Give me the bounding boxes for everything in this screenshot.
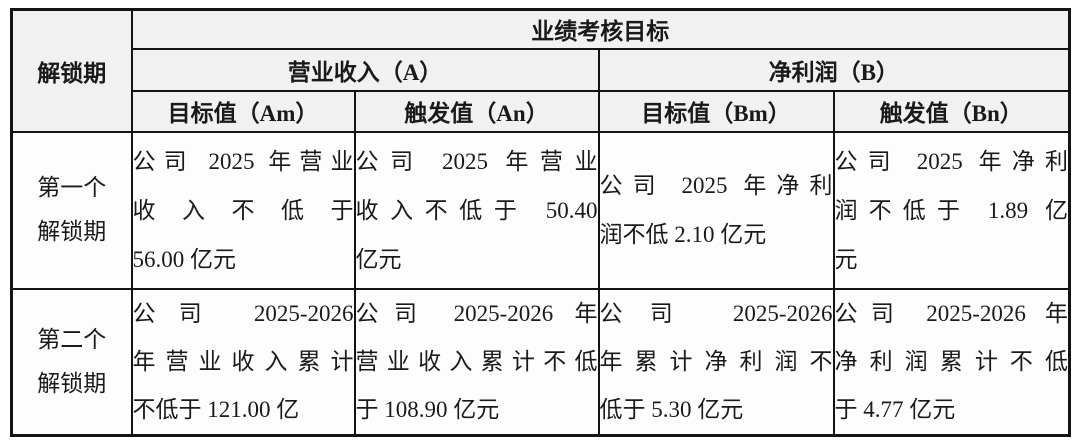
cell-line: 公司 2025-2026 年 bbox=[834, 300, 1068, 326]
cell-r1-target-bm: 公司 2025 年净利 润不低 2.10 亿元 bbox=[597, 130, 835, 290]
cell-period-1: 第一个 解锁期 bbox=[10, 130, 133, 290]
cell-line: 元 bbox=[834, 246, 858, 272]
cell-r1-target-am: 公司 2025 年营业 收入不低于 56.00 亿元 bbox=[130, 130, 356, 290]
cell-line: 年营业收入累计 bbox=[132, 348, 354, 374]
header-row-group-title: 解锁期 业绩考核目标 bbox=[10, 8, 1071, 133]
cell-line: 润不低于 1.89 亿 bbox=[834, 197, 1068, 223]
header-cell-target-am: 目标值（Am） bbox=[130, 89, 356, 133]
header-cell-netprofit-b: 净利润（B） bbox=[597, 47, 1071, 92]
cell-r1-trigger-bn: 公司 2025 年净利 润不低于 1.89 亿 元 bbox=[832, 130, 1071, 290]
cell-line: 56.00 亿元 bbox=[132, 246, 237, 272]
header-cell-target-bm: 目标值（Bm） bbox=[597, 89, 835, 133]
cell-line: 低于 5.30 亿元 bbox=[599, 396, 744, 422]
cell-line: 公司 2025 年净利 bbox=[599, 173, 833, 198]
cell-r1-trigger-an: 公司 2025 年营业 收入不低于 50.40 亿元 bbox=[353, 130, 600, 290]
header-cell-revenue-a: 营业收入（A） bbox=[130, 47, 600, 92]
cell-line: 公司 2025 年营业 bbox=[355, 148, 598, 174]
performance-target-table: 解锁期 业绩考核目标 营业收入（A） 净利润（B） 目标值（Am） 触发值（An… bbox=[10, 8, 1071, 437]
cell-line: 收入不低于 50.40 bbox=[355, 197, 598, 223]
cell-r2-trigger-bn: 公司 2025-2026 年 净利润累计不低 于 4.77 亿元 bbox=[832, 287, 1071, 436]
cell-r2-target-bm: 公司 2025-2026 年累计净利润不 低于 5.30 亿元 bbox=[597, 287, 835, 436]
cell-line: 于 108.90 亿元 bbox=[355, 396, 500, 422]
table-row-first-unlock: 第一个 解锁期 公司 2025 年营业 收入不低于 56.00 亿元 公司 20… bbox=[10, 130, 1071, 290]
header-row-col-groups: 营业收入（A） 净利润（B） bbox=[12, 47, 1071, 92]
cell-line: 不低于 121.00 亿 bbox=[132, 396, 300, 422]
header-cell-trigger-an: 触发值（An） bbox=[353, 89, 600, 133]
cell-line: 公司 2025 年净利 bbox=[834, 148, 1068, 174]
period-line: 第一个 bbox=[37, 175, 107, 200]
cell-line: 公司 2025-2026 年 bbox=[355, 300, 598, 326]
header-cell-unlock-period: 解锁期 bbox=[10, 8, 133, 133]
cell-line: 公司 2025-2026 bbox=[599, 300, 833, 326]
cell-period-2: 第二个 解锁期 bbox=[10, 287, 133, 436]
cell-line: 于 4.77 亿元 bbox=[834, 396, 956, 422]
cell-line: 公司 2025 年营业 bbox=[132, 148, 354, 174]
period-line: 第二个 bbox=[37, 326, 107, 352]
table-row-second-unlock: 第二个 解锁期 公司 2025-2026 年营业收入累计 不低于 121.00 … bbox=[10, 287, 1071, 436]
cell-line: 公司 2025-2026 bbox=[132, 300, 354, 326]
cell-line: 收入不低于 bbox=[132, 197, 354, 223]
header-row-sub-cols: 目标值（Am） 触发值（An） 目标值（Bm） 触发值（Bn） bbox=[12, 89, 1071, 133]
period-line: 解锁期 bbox=[37, 370, 107, 396]
cell-line: 年累计净利润不 bbox=[599, 348, 833, 374]
cell-line: 亿元 bbox=[355, 246, 402, 272]
header-cell-trigger-bn: 触发值（Bn） bbox=[832, 89, 1071, 133]
cell-line: 营业收入累计不低 bbox=[355, 348, 598, 374]
cell-line: 净利润累计不低 bbox=[834, 348, 1068, 374]
header-cell-performance-target: 业绩考核目标 bbox=[130, 8, 1071, 50]
period-line: 解锁期 bbox=[37, 219, 107, 244]
cell-line: 润不低 2.10 亿元 bbox=[599, 222, 767, 247]
cell-r2-target-am: 公司 2025-2026 年营业收入累计 不低于 121.00 亿 bbox=[130, 287, 356, 436]
cell-r2-trigger-an: 公司 2025-2026 年 营业收入累计不低 于 108.90 亿元 bbox=[353, 287, 600, 436]
